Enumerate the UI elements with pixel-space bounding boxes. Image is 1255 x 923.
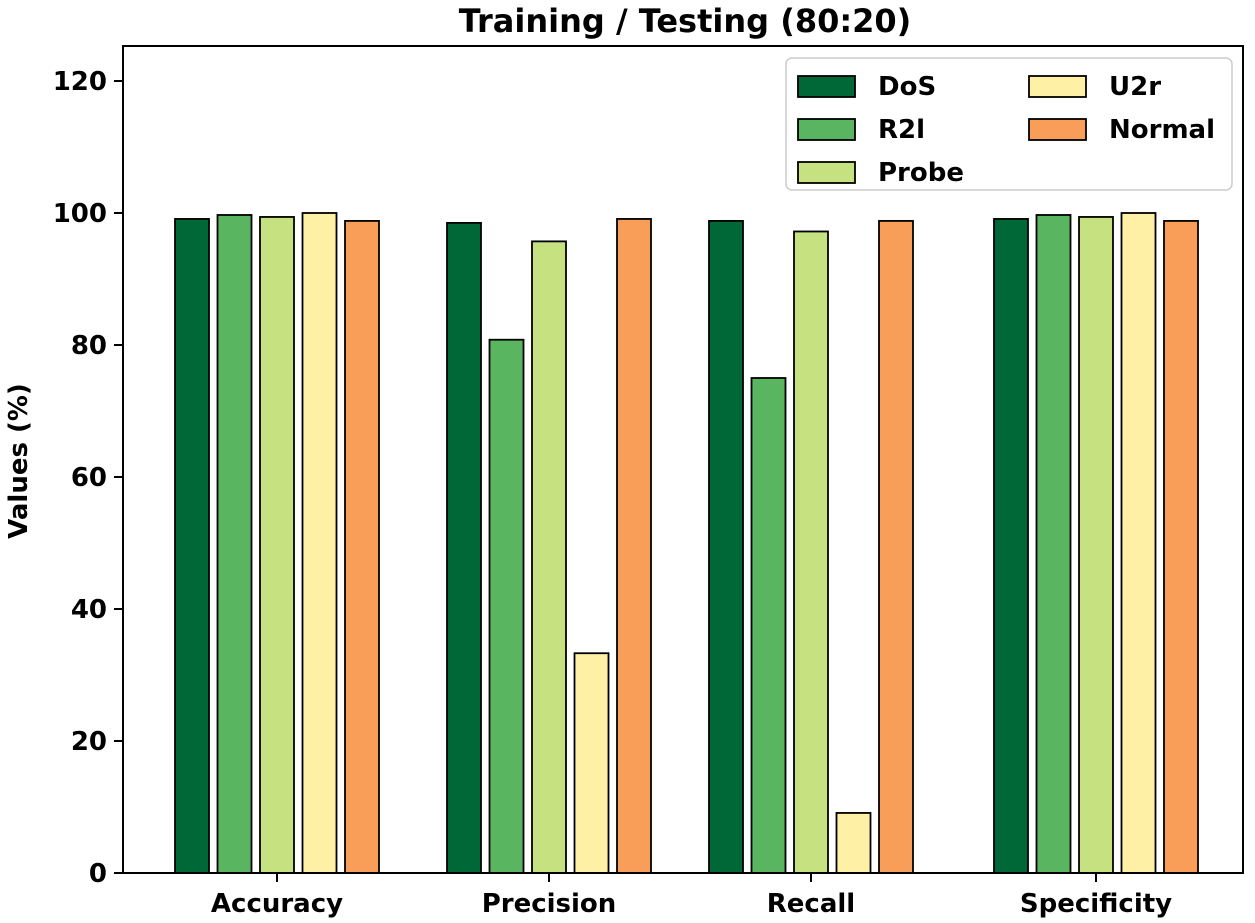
legend-label-normal: Normal	[1109, 115, 1215, 145]
bar-dos-specificity	[993, 218, 1029, 874]
bar-probe-accuracy	[259, 216, 295, 874]
bar-probe-recall	[793, 230, 829, 874]
y-tick-label: 100	[53, 199, 107, 229]
y-tick-label: 20	[71, 727, 107, 757]
bar-u2r-specificity	[1120, 212, 1157, 874]
bar-r2l-recall	[750, 377, 787, 874]
legend-label-u2r: U2r	[1109, 72, 1161, 102]
y-tick-label: 40	[71, 595, 107, 625]
bars	[174, 212, 1199, 874]
legend: DoS R2l Probe U2r Normal	[785, 57, 1233, 191]
legend-swatch-u2r	[1028, 75, 1087, 98]
bar-probe-specificity	[1078, 216, 1114, 874]
y-tick-label: 80	[71, 331, 107, 361]
y-axis-label: Values (%)	[4, 383, 34, 539]
x-tick-label: Accuracy	[211, 889, 343, 919]
bar-u2r-recall	[835, 812, 872, 874]
legend-label-probe: Probe	[878, 158, 964, 188]
bar-probe-precision	[531, 240, 567, 874]
bar-dos-recall	[708, 220, 744, 874]
chart-title: Training / Testing (80:20)	[459, 2, 912, 40]
x-tick-label: Precision	[482, 889, 617, 919]
bar-r2l-accuracy	[216, 214, 253, 874]
bar-normal-recall	[878, 220, 914, 874]
y-tick-label: 120	[53, 67, 107, 97]
legend-swatch-probe	[797, 161, 856, 184]
legend-swatch-r2l	[797, 118, 856, 141]
bar-r2l-specificity	[1035, 214, 1072, 874]
y-axis: 0 20 40 60 80 100 120	[53, 67, 123, 889]
x-axis: Accuracy Precision Recall Specificity	[211, 873, 1172, 919]
legend-frame	[785, 57, 1233, 191]
bar-normal-accuracy	[344, 220, 380, 874]
bar-dos-precision	[446, 221, 482, 874]
legend-label-r2l: R2l	[878, 115, 925, 145]
bar-u2r-accuracy	[301, 212, 338, 874]
legend-swatch-dos	[797, 75, 856, 98]
y-tick-label: 0	[89, 859, 107, 889]
bar-r2l-precision	[488, 338, 525, 874]
bar-u2r-precision	[573, 652, 610, 874]
legend-label-dos: DoS	[878, 72, 936, 102]
x-tick-label: Recall	[767, 889, 855, 919]
y-tick-label: 60	[71, 463, 107, 493]
bar-normal-specificity	[1163, 220, 1199, 874]
legend-swatch-normal	[1028, 118, 1087, 141]
plot-frame	[122, 45, 1244, 874]
x-tick-label: Specificity	[1020, 889, 1172, 919]
bar-dos-accuracy	[174, 218, 210, 874]
bar-normal-precision	[616, 218, 652, 874]
